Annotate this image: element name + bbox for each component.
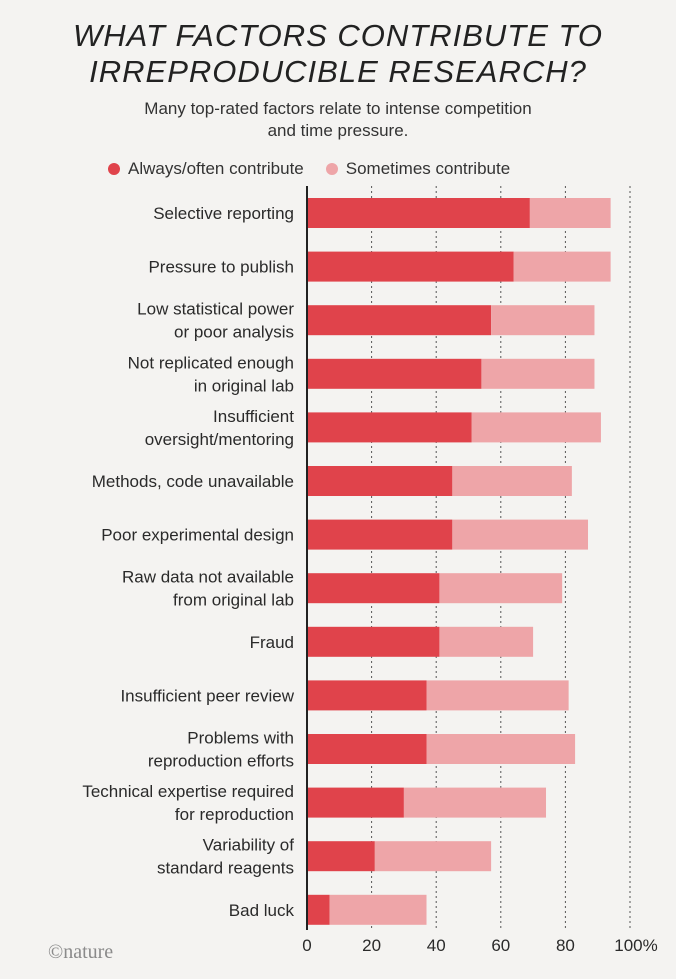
bar-always: [307, 198, 530, 228]
legend-item-always: Always/often contribute: [108, 159, 304, 179]
category-label: Problems with: [187, 729, 294, 748]
category-label: from original lab: [173, 591, 294, 610]
bar-always: [307, 680, 427, 711]
bar-always: [307, 251, 514, 282]
category-label: reproduction efforts: [148, 752, 294, 771]
bar-sometimes: [329, 894, 427, 925]
bar-sometimes: [426, 680, 569, 711]
chart-title: WHAT FACTORS CONTRIBUTE TO IRREPRODUCIBL…: [72, 18, 604, 89]
bar-sometimes: [491, 305, 595, 336]
category-label: or poor analysis: [174, 323, 294, 342]
bar-sometimes: [513, 251, 611, 282]
bar-sometimes: [439, 573, 563, 604]
bar-sometimes: [481, 358, 595, 389]
category-label: Bad luck: [229, 901, 295, 920]
bar-sometimes: [426, 734, 576, 764]
category-label: Methods, code unavailable: [92, 472, 294, 491]
legend-swatch-always: [108, 163, 120, 175]
bar-sometimes: [529, 198, 611, 228]
category-label: oversight/mentoring: [145, 430, 294, 449]
category-label: for reproduction: [175, 805, 294, 824]
bar-always: [307, 358, 482, 389]
bar-sometimes: [374, 841, 492, 872]
nature-credit: ©nature: [48, 941, 114, 963]
category-label: Variability of: [203, 836, 295, 855]
legend-item-sometimes: Sometimes contribute: [325, 159, 511, 179]
bar-always: [307, 466, 453, 496]
category-label: Technical expertise required: [82, 782, 294, 801]
x-tick-label: 0: [302, 936, 311, 955]
category-label: standard reagents: [157, 859, 294, 878]
category-label: Insufficient: [213, 407, 294, 426]
bar-always: [307, 894, 330, 925]
category-label: Raw data not available: [122, 568, 294, 587]
bar-always: [307, 412, 472, 443]
x-tick-label: 20: [362, 936, 381, 955]
legend-label-sometimes: Sometimes contribute: [345, 159, 511, 178]
category-label: Insufficient peer review: [120, 686, 294, 705]
category-label: Not replicated enough: [128, 353, 294, 372]
x-tick-label: 40: [427, 936, 446, 955]
x-tick-label: 60: [491, 936, 510, 955]
legend-swatch-sometimes: [325, 163, 338, 175]
category-label: Low statistical power: [137, 300, 294, 319]
x-tick-label: 100%: [614, 936, 657, 955]
legend-label-always: Always/often contribute: [128, 159, 304, 178]
category-label: in original lab: [194, 376, 294, 395]
legend: Always/often contribute Sometimes contri…: [108, 157, 532, 181]
bar-always: [307, 519, 453, 550]
bar-sometimes: [452, 466, 572, 496]
category-label: Pressure to publish: [148, 258, 294, 277]
bar-always: [307, 305, 492, 336]
category-label: Selective reporting: [153, 204, 294, 223]
bar-sometimes: [403, 787, 547, 818]
x-tick-label: 80: [556, 936, 575, 955]
category-label: Poor experimental design: [101, 526, 294, 545]
bar-always: [307, 626, 440, 657]
bar-sometimes: [439, 626, 534, 657]
bar-sometimes: [452, 519, 589, 550]
category-label: Fraud: [250, 633, 294, 652]
bar-always: [307, 841, 375, 872]
bar-always: [307, 787, 404, 818]
bar-sometimes: [471, 412, 601, 443]
bar-always: [307, 734, 427, 764]
chart-subtitle: Many top-rated factors relate to intense…: [144, 99, 532, 140]
bar-always: [307, 573, 440, 604]
